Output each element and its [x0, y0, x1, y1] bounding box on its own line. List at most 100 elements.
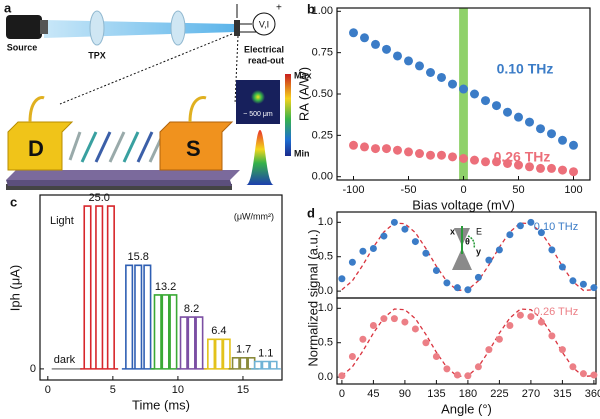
data-point [495, 335, 503, 343]
x-tick-label: -100 [342, 184, 364, 196]
data-point [415, 149, 424, 159]
highlight-band [459, 8, 468, 180]
meter-label: V,I [259, 19, 269, 29]
data-point [390, 315, 398, 323]
data-point [548, 332, 556, 340]
readout-label: read-out [248, 55, 284, 65]
x-tick-label: 90 [399, 388, 411, 400]
light-label: Light [50, 215, 74, 227]
power-label: 1.7 [236, 344, 251, 356]
data-point [443, 365, 451, 373]
detector [234, 20, 240, 36]
data-point [495, 246, 503, 254]
data-point [481, 157, 490, 167]
data-point [474, 273, 482, 281]
power-label: 8.2 [184, 303, 199, 315]
data-point [411, 238, 419, 246]
colorbar [285, 74, 291, 156]
setup-diagram: a Source TPX V,I + Electrical read-out ~… [4, 0, 312, 190]
data-point [547, 163, 556, 173]
y-tick-label: 0.75 [312, 47, 333, 59]
wire [68, 131, 82, 161]
data-point [369, 322, 377, 330]
y-tick-label: 0.00 [312, 171, 333, 183]
data-point [485, 346, 493, 354]
data-point [426, 150, 435, 160]
data-point [443, 279, 451, 287]
data-point [548, 246, 556, 254]
data-point [514, 112, 523, 122]
spot-size: ~ 500 μm [243, 111, 273, 118]
pulse [83, 205, 92, 369]
power-label: 1.1 [258, 347, 273, 359]
data-point [448, 152, 457, 162]
y-axis-label: Normalized signal (a.u.) [305, 229, 320, 366]
beam-profile [246, 130, 274, 185]
source-box [6, 15, 42, 39]
data-point [360, 33, 369, 43]
wire [80, 131, 98, 163]
x-tick-label: 100 [564, 184, 582, 196]
data-point [459, 154, 468, 163]
data-point [371, 39, 380, 49]
pulse [153, 294, 162, 369]
polarity: + [276, 3, 282, 14]
data-point [503, 107, 512, 117]
x-axis-label: Time (ms) [132, 397, 190, 412]
panel-label: c [10, 194, 17, 209]
pulse [214, 338, 223, 369]
series-label: 0.10 THz [534, 221, 578, 233]
data-point [516, 222, 524, 230]
data-point [485, 256, 493, 264]
x-axis-label: Angle (°) [441, 401, 492, 416]
data-point [537, 229, 545, 237]
data-point [338, 275, 346, 283]
series-label: 0.26 THz [534, 306, 578, 318]
x-tick-label: 10 [172, 384, 184, 396]
data-point [348, 352, 356, 360]
wire [94, 131, 112, 163]
data-point [590, 284, 598, 292]
axes-frame [39, 194, 283, 381]
data-point [536, 163, 545, 173]
pulse [169, 294, 178, 369]
power-label: 13.2 [155, 281, 176, 293]
x-axis-label: Bias voltage (mV) [412, 197, 515, 212]
data-point [349, 28, 358, 38]
data-point [525, 162, 534, 172]
panel-label: a [4, 0, 12, 15]
data-point [569, 363, 577, 371]
data-point [359, 335, 367, 343]
zoom-line [59, 33, 233, 105]
beam [44, 20, 235, 38]
y-tick-label: 0.5 [318, 251, 333, 263]
data-point [590, 371, 598, 379]
data-point [516, 311, 524, 319]
dark-label: dark [54, 354, 76, 366]
data-point [492, 101, 501, 111]
inset-arc [467, 235, 476, 249]
data-point [360, 142, 369, 152]
data-point [453, 371, 461, 379]
substrate-edge [6, 180, 232, 186]
data-point [404, 147, 413, 157]
data-point [338, 372, 346, 380]
x-tick-label: 360 [585, 388, 600, 400]
data-point [506, 231, 514, 239]
substrate [6, 170, 240, 180]
data-point [380, 315, 388, 323]
readout-label: Electrical [244, 44, 284, 54]
data-point [558, 165, 567, 175]
y-tick-label: 0 [30, 363, 36, 375]
pulse [106, 205, 115, 369]
data-point [459, 84, 468, 94]
data-point [464, 372, 472, 380]
meter [252, 12, 276, 36]
scale-min: Min [294, 148, 310, 158]
y-tick-label: 1.0 [318, 302, 333, 314]
data-point [382, 144, 391, 154]
inset-cone [452, 248, 472, 270]
optics-label: TPX [88, 50, 106, 60]
pulse [269, 360, 278, 369]
